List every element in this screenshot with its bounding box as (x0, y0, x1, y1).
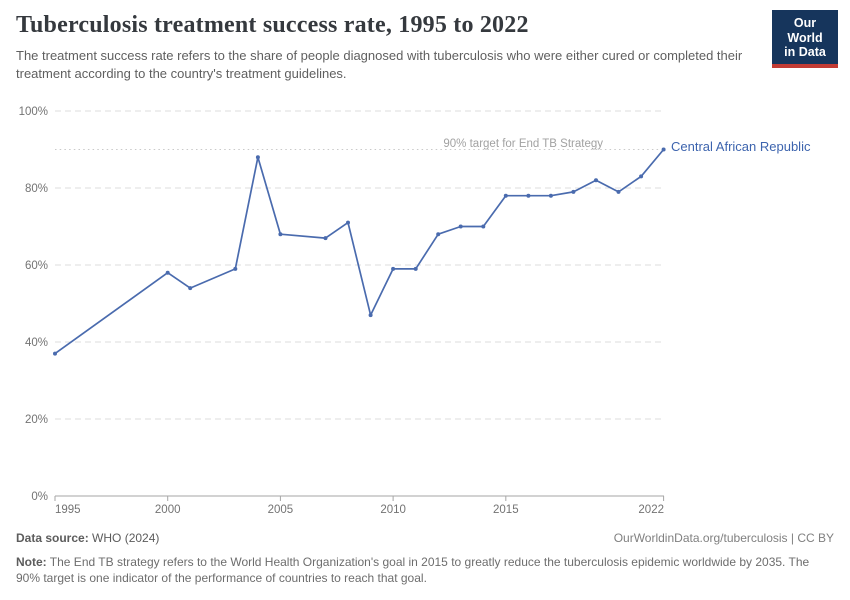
note-text: The End TB strategy refers to the World … (16, 555, 810, 586)
entity-label: Central African Republic (671, 139, 811, 154)
owid-logo-line1: Our World (787, 16, 823, 45)
data-point-marker[interactable] (188, 286, 193, 291)
data-point-marker[interactable] (458, 224, 463, 229)
y-tick-label: 60% (25, 260, 48, 272)
x-tick-label: 2005 (268, 504, 294, 516)
data-point-marker[interactable] (571, 189, 576, 194)
owid-logo[interactable]: Our World in Data (772, 10, 838, 68)
chart-subtitle: The treatment success rate refers to the… (16, 47, 743, 81)
data-point-marker[interactable] (503, 193, 508, 198)
x-tick-label: 2015 (493, 504, 519, 516)
data-point-marker[interactable] (391, 266, 396, 271)
data-point-marker[interactable] (278, 232, 283, 237)
x-tick-label: 2000 (155, 504, 181, 516)
data-point-marker[interactable] (616, 189, 621, 194)
data-source: Data source: WHO (2024) (16, 531, 159, 545)
data-point-marker[interactable] (255, 155, 260, 160)
chart-footer: Data source: WHO (2024) OurWorldinData.o… (16, 531, 834, 586)
data-point-marker[interactable] (165, 270, 170, 275)
series-line[interactable] (54, 148, 665, 355)
data-point-marker[interactable] (323, 236, 328, 241)
data-point-marker[interactable] (526, 193, 531, 198)
data-point-marker[interactable] (233, 266, 238, 271)
data-source-value: WHO (2024) (92, 531, 160, 545)
data-point-marker[interactable] (368, 313, 373, 318)
data-point-marker[interactable] (661, 147, 666, 152)
y-tick-label: 80% (25, 183, 48, 195)
y-tick-label: 0% (31, 491, 48, 503)
y-tick-label: 40% (25, 337, 48, 349)
data-point-marker[interactable] (413, 266, 418, 271)
data-point-marker[interactable] (639, 174, 644, 179)
owid-logo-line2: in Data (784, 45, 826, 59)
gridlines-layer: 0% 20% 40% 60% 80% 100% 1995 2000 2005 2010 2015 20… (19, 106, 665, 516)
chart-canvas[interactable]: 0% 20% 40% 60% 80% 100% 1995 2000 2005 2010 2015 20… (0, 0, 850, 525)
series-layer (53, 147, 666, 356)
data-point-marker[interactable] (594, 178, 598, 183)
data-point-marker[interactable] (436, 232, 441, 237)
note-label: Note: (16, 555, 47, 569)
data-point-marker[interactable] (346, 220, 350, 225)
x-tick-label: 1995 (55, 504, 81, 516)
x-tick-label: 2010 (380, 504, 406, 516)
y-tick-label: 100% (19, 106, 48, 118)
target-line-label: 90% target for End TB Strategy (443, 138, 603, 150)
data-point-marker[interactable] (548, 193, 553, 198)
chart-header: Tuberculosis treatment success rate, 199… (16, 12, 761, 83)
data-point-marker[interactable] (481, 224, 486, 229)
page-title: Tuberculosis treatment success rate, 199… (16, 12, 529, 38)
data-source-label: Data source: (16, 531, 89, 545)
y-tick-label: 20% (25, 414, 48, 426)
x-tick-label: 2022 (638, 504, 664, 516)
attribution-link[interactable]: OurWorldinData.org/tuberculosis | CC BY (613, 531, 834, 545)
data-point-marker[interactable] (53, 351, 57, 356)
